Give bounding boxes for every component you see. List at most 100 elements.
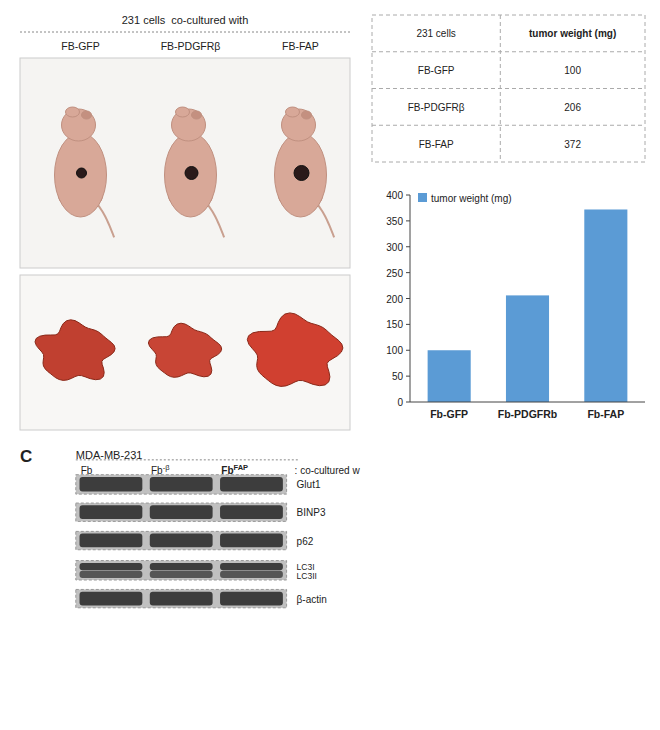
- blot-band: [220, 571, 283, 578]
- blot-label: Glut1: [297, 479, 321, 490]
- blot-band: [220, 563, 283, 570]
- blot-background: [76, 531, 287, 549]
- x-axis: [410, 402, 645, 403]
- blot-band: [150, 563, 213, 570]
- panel-letter: C: [20, 447, 32, 466]
- y-tick: [406, 298, 410, 299]
- legend-label: tumor weight (mg): [431, 193, 512, 204]
- mouse: [55, 107, 115, 237]
- mouse-snout: [176, 107, 190, 117]
- blot-band: [150, 592, 213, 606]
- blot-band: [150, 571, 213, 578]
- legend: tumor weight (mg): [418, 193, 512, 204]
- table-value: 372: [564, 139, 581, 150]
- lane-label: FbFAP: [221, 463, 248, 476]
- table-divider: [372, 51, 645, 52]
- blot-strip: [76, 503, 287, 521]
- table-border: [372, 15, 645, 162]
- y-tick: [406, 402, 410, 403]
- lane-label: Fb-β: [151, 463, 170, 476]
- y-tick-label: 200: [386, 294, 403, 305]
- y-tick: [406, 376, 410, 377]
- mouse-body: [165, 133, 217, 217]
- y-tick: [406, 220, 410, 221]
- blot-label: LC3ILC3II: [297, 562, 317, 581]
- y-tick-label: 50: [392, 371, 404, 382]
- blot-band: [220, 534, 283, 548]
- blot-label: p62: [297, 536, 314, 547]
- mice-panel: 231 cells co-cultured with FB-GFP FB-PDGFR…: [20, 14, 350, 268]
- mouse-ear: [192, 111, 202, 119]
- blot-band: [150, 505, 213, 519]
- table-header: tumor weight (mg): [529, 28, 616, 39]
- bar-chart: 050100150200250300350400Fb-GFPFb-PDGFRbF…: [386, 190, 645, 420]
- title-rule: [20, 32, 350, 33]
- blot-background: [76, 503, 287, 521]
- background: [0, 0, 660, 730]
- table: 231 cells tumor weight (mg) FB-GFP 100 FB-PD…: [372, 15, 645, 162]
- x-tick-label: Fb-FAP: [587, 408, 624, 420]
- y-tick-label: 100: [386, 345, 403, 356]
- blot-strip: [76, 589, 287, 607]
- table-row-label: FB-FAP: [419, 139, 454, 150]
- y-tick-label: 300: [386, 242, 403, 253]
- y-tick-label: 350: [386, 216, 403, 227]
- table-header: 231 cells: [416, 28, 455, 39]
- panel-title: 231 cells co-cultured with: [122, 14, 249, 26]
- mouse-label: FB-GFP: [61, 40, 100, 52]
- blot-label: BINP3: [297, 507, 326, 518]
- table-value: 206: [564, 102, 581, 113]
- blot-background: [76, 475, 287, 494]
- x-tick-label: Fb-GFP: [430, 408, 468, 420]
- mouse-ear: [302, 111, 312, 119]
- blot-band: [150, 477, 213, 492]
- y-tick-label: 0: [397, 397, 403, 408]
- y-axis: [410, 195, 411, 402]
- y-tick: [406, 350, 410, 351]
- blot-band: [80, 477, 143, 492]
- y-tick: [406, 324, 410, 325]
- blot-band: [80, 571, 143, 578]
- blot-band: [80, 563, 143, 570]
- photo-background: [20, 275, 350, 430]
- bar: [584, 209, 627, 402]
- tumor: [148, 323, 221, 377]
- mouse-snout: [286, 107, 300, 117]
- bars: [428, 209, 628, 402]
- bar: [506, 295, 549, 402]
- blot-band: [80, 505, 143, 519]
- table-row-label: FB-PDGFRβ: [408, 102, 465, 113]
- mouse: [275, 107, 335, 237]
- tumor-panel: [20, 275, 350, 430]
- mouse-label: FB-PDGFRβ: [161, 40, 221, 52]
- mouse-body: [275, 133, 327, 217]
- blot-band: [150, 534, 213, 548]
- y-tick-label: 250: [386, 268, 403, 279]
- legend-swatch: [418, 193, 427, 202]
- blot-label: β-actin: [297, 594, 327, 605]
- title-rule: [76, 459, 299, 460]
- blot-band: [220, 477, 283, 492]
- western-panel: CMDA-MB-231FbFb-βFbFAP: co-cultured wGlu…: [20, 447, 360, 608]
- mouse-tumor: [77, 168, 87, 178]
- blot-band: [80, 592, 143, 606]
- blot-strip: [76, 475, 287, 494]
- blot-background: [76, 589, 287, 607]
- y-tick: [406, 272, 410, 273]
- mouse-label: FB-FAP: [282, 40, 319, 52]
- lane-note: : co-cultured w: [295, 465, 361, 476]
- table-divider: [372, 88, 645, 89]
- blot-strip: [76, 531, 287, 549]
- y-tick: [406, 195, 410, 196]
- blot-background: [76, 561, 287, 580]
- blot-band: [220, 592, 283, 606]
- y-tick: [406, 246, 410, 247]
- figure: 231 cells co-cultured with FB-GFP FB-PDGFR…: [0, 0, 660, 730]
- figure-svg: 231 cells co-cultured with FB-GFP FB-PDGFR…: [0, 0, 660, 730]
- blot-strip: [76, 561, 287, 580]
- mouse-ear: [82, 111, 92, 119]
- table-row-label: FB-GFP: [418, 65, 455, 76]
- table-divider: [372, 125, 645, 126]
- table-value: 100: [564, 65, 581, 76]
- blot-band: [220, 505, 283, 519]
